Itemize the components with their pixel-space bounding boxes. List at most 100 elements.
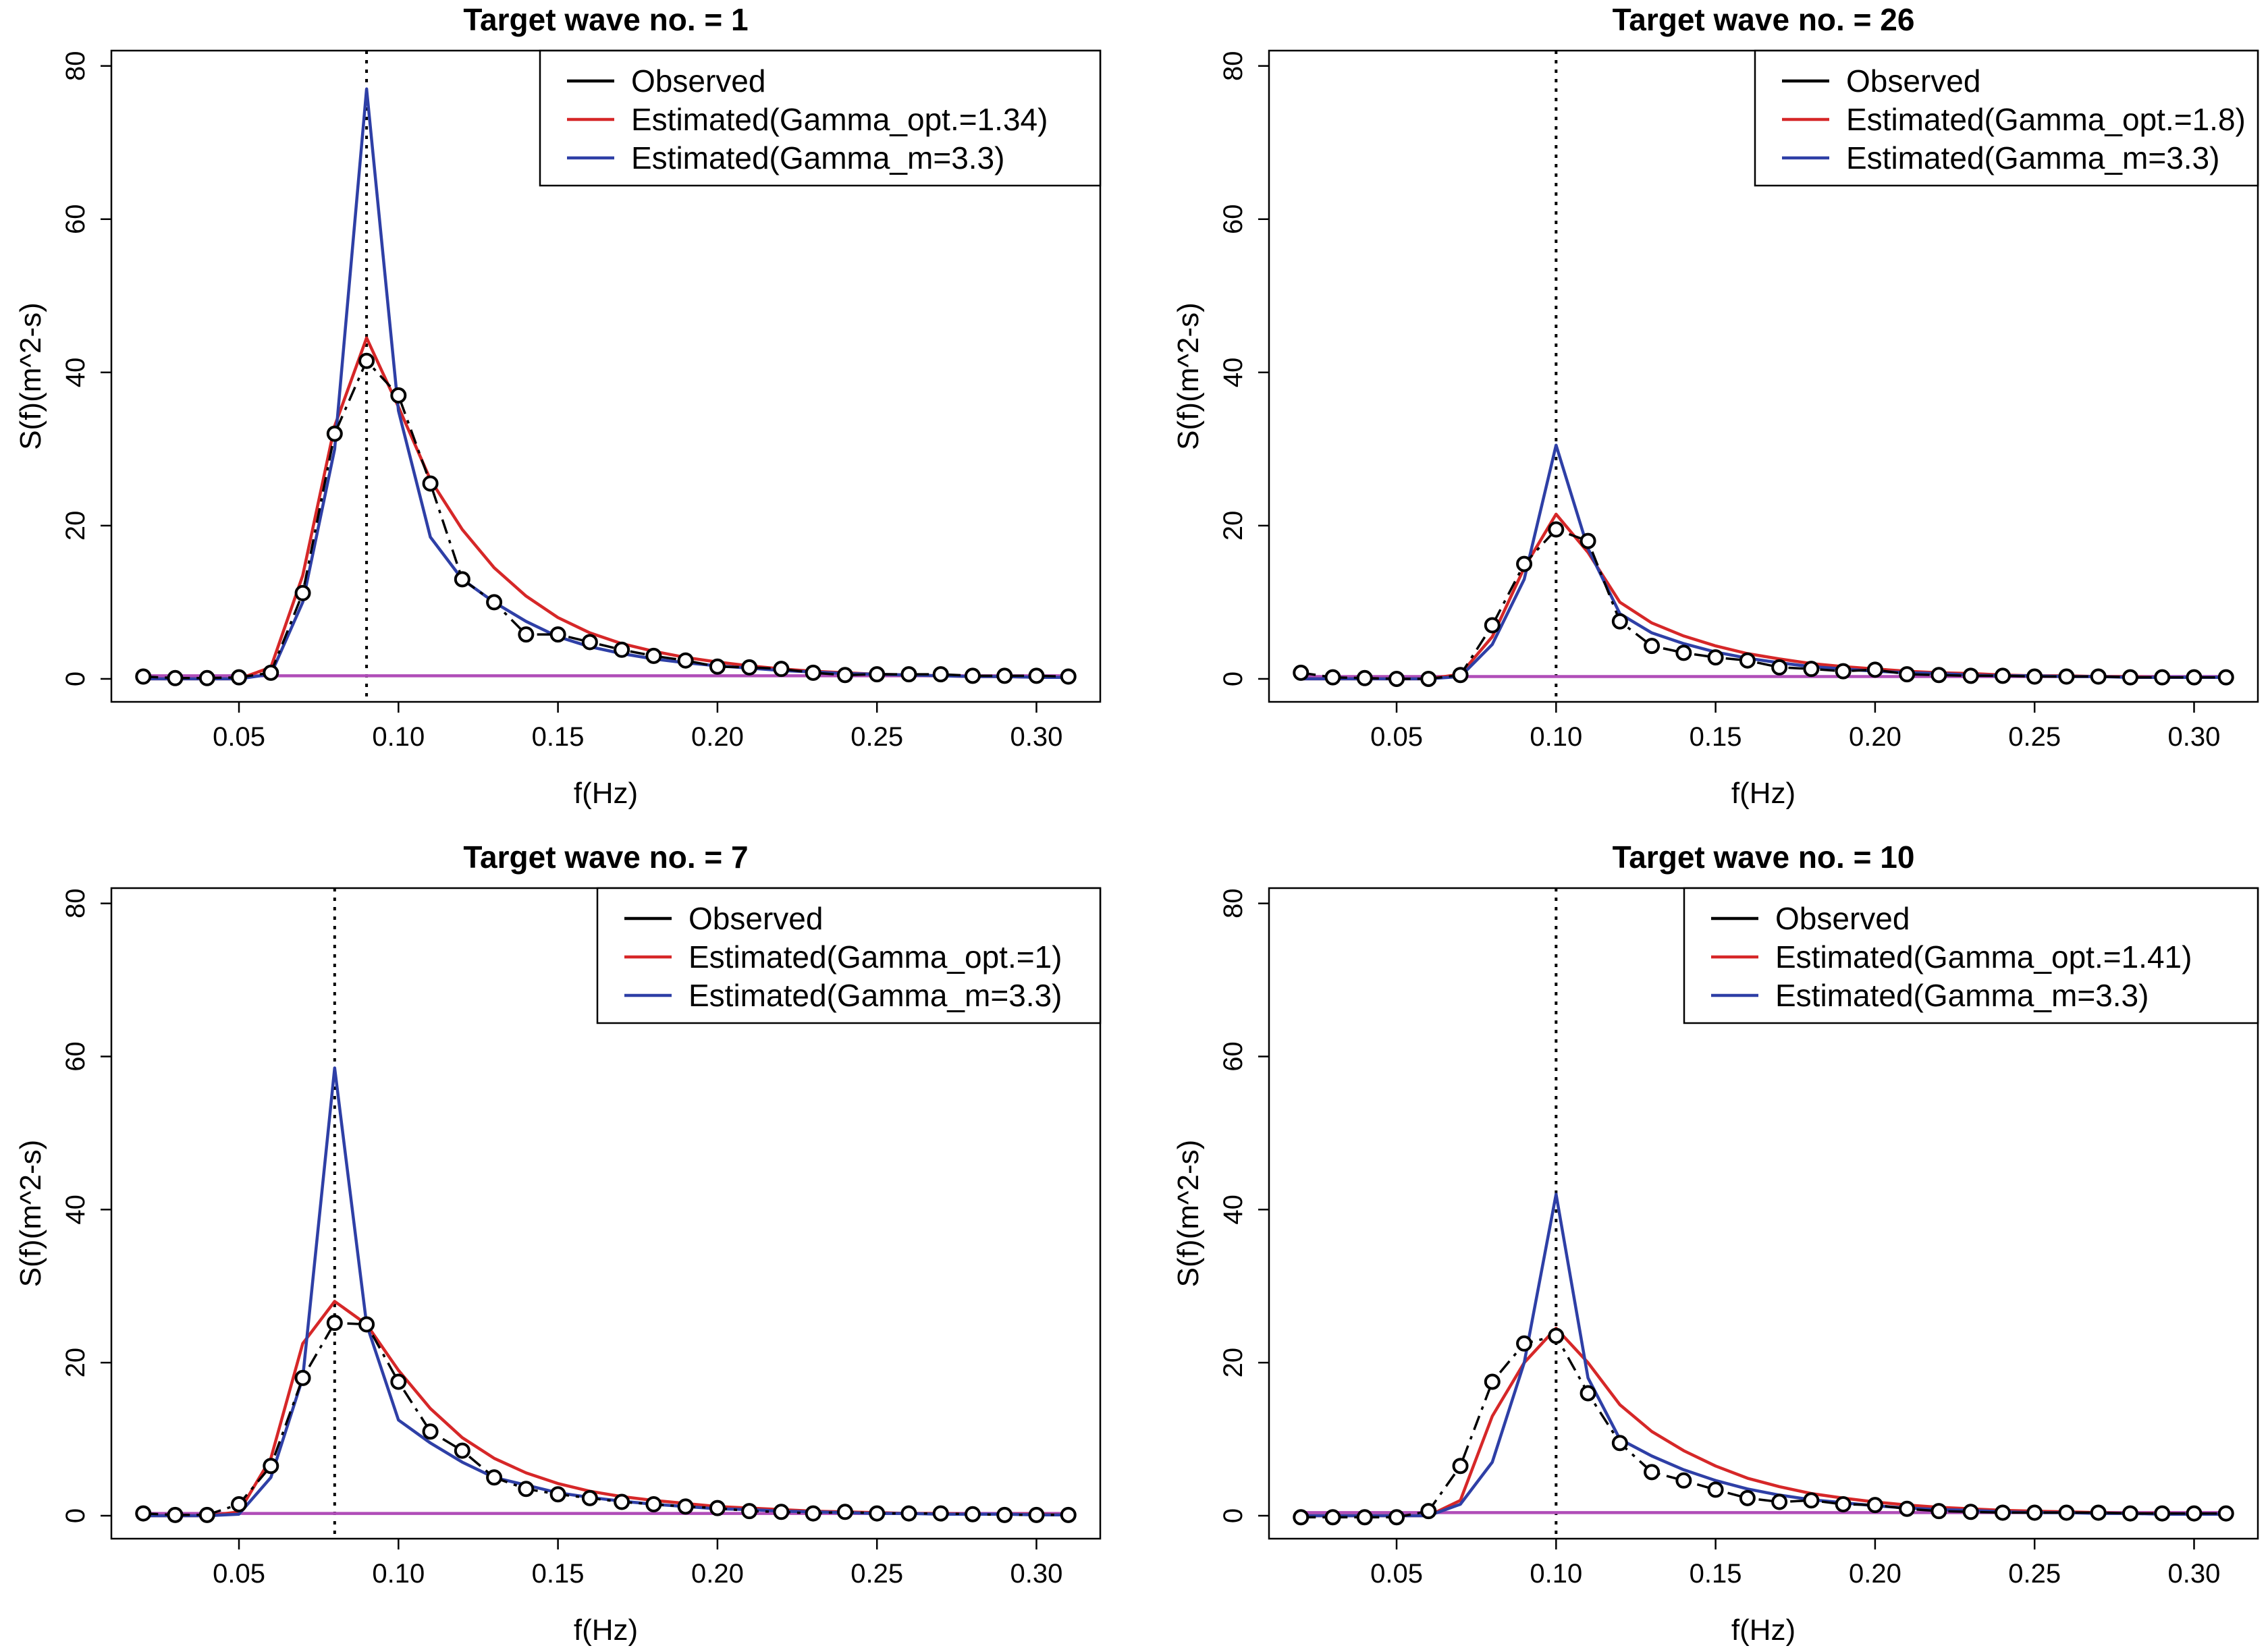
series-line-estimated-gamma-opt-1-34-	[143, 336, 1069, 681]
y-tick-label: 0	[1218, 1508, 1248, 1523]
observed-point	[996, 667, 1013, 684]
x-tick-label: 0.25	[2008, 722, 2061, 752]
x-axis-label: f(Hz)	[574, 1614, 638, 1647]
observed-point	[1548, 1327, 1565, 1344]
y-tick-label: 20	[61, 511, 90, 541]
observed-point	[1994, 1504, 2011, 1521]
y-axis-label: S(f)(m^2-s)	[14, 302, 47, 450]
observed-point	[454, 1442, 470, 1459]
observed-point	[709, 658, 726, 675]
series-line-estimated-gamma-opt-1-41-	[1301, 1326, 2226, 1518]
plot-area	[1293, 888, 2234, 1539]
x-axis-label: f(Hz)	[1731, 1614, 1796, 1647]
y-tick-label: 80	[61, 51, 90, 81]
x-axis-label: f(Hz)	[574, 777, 638, 810]
legend-box	[1683, 887, 2259, 1024]
observed-point	[549, 626, 566, 643]
legend-label: Estimated(Gamma_opt.=1.34)	[631, 102, 1048, 137]
y-tick-label: 40	[1218, 1194, 1248, 1225]
observed-point	[1356, 1509, 1373, 1526]
x-tick-label: 0.15	[1690, 1559, 1742, 1589]
legend-label: Observed	[1775, 901, 1910, 936]
observed-point	[614, 641, 630, 658]
observed-point	[2058, 668, 2075, 685]
legend: ObservedEstimated(Gamma_opt.=1.34)Estima…	[539, 49, 1102, 187]
chart-panel-1: Target wave no. = 1 0.05 0.10 0.15 0.20 0.25 0…	[14, 2, 1102, 810]
observed-point	[263, 664, 279, 681]
observed-point	[964, 667, 981, 684]
observed-point	[677, 1498, 694, 1515]
observed-point	[2122, 669, 2138, 686]
observed-point	[486, 1469, 503, 1486]
x-tick-label: 0.20	[1849, 722, 1901, 752]
y-tick-label: 60	[61, 204, 90, 235]
x-tick-label: 0.30	[1010, 1559, 1063, 1589]
observed-point	[1420, 1503, 1437, 1520]
y-tick-label: 80	[1218, 51, 1248, 81]
observed-point	[1324, 1509, 1341, 1526]
legend-box	[596, 887, 1102, 1024]
observed-point	[358, 1316, 375, 1333]
y-tick-label: 0	[61, 1508, 90, 1523]
y-tick-label: 0	[61, 671, 90, 686]
x-tick-label: 0.25	[850, 1559, 903, 1589]
observed-point	[581, 1489, 598, 1506]
observed-point	[1962, 1504, 1979, 1520]
x-tick-label: 0.05	[213, 722, 265, 752]
observed-point	[2026, 1504, 2043, 1521]
legend-label: Estimated(Gamma_m=3.3)	[1846, 140, 2219, 175]
observed-point	[645, 647, 662, 664]
y-axis-label: S(f)(m^2-s)	[1172, 1140, 1205, 1288]
observed-point	[773, 661, 790, 678]
y-tick-label: 0	[1218, 671, 1248, 686]
observed-point	[645, 1495, 662, 1512]
y-tick-label: 20	[1218, 511, 1248, 541]
observed-point	[1707, 649, 1724, 666]
observed-point	[2058, 1504, 2075, 1521]
observed-point	[1484, 1373, 1501, 1390]
observed-point	[1835, 1495, 1852, 1512]
observed-point	[422, 475, 439, 492]
observed-point	[1324, 669, 1341, 686]
observed-point	[1060, 1506, 1077, 1523]
observed-point	[869, 666, 886, 683]
observed-point	[1452, 667, 1469, 684]
observed-point	[773, 1504, 790, 1520]
observed-point	[2186, 669, 2203, 686]
series-line-estimated-gamma-m-3-3-	[1301, 1192, 2226, 1518]
y-tick-label: 80	[1218, 888, 1248, 918]
observed-point	[1803, 661, 1820, 678]
observed-point	[1644, 1464, 1660, 1481]
x-tick-label: 0.05	[213, 1559, 265, 1589]
observed-point	[2090, 1504, 2107, 1521]
x-tick-label: 0.05	[1370, 1559, 1423, 1589]
y-tick-label: 20	[1218, 1348, 1248, 1378]
observed-point	[454, 571, 470, 588]
observed-point	[741, 659, 758, 676]
chart-panel-2: Target wave no. = 26 0.05 0.10 0.15 0.20 0.25…	[1172, 2, 2259, 810]
y-tick-label: 60	[1218, 204, 1248, 235]
x-tick-label: 0.30	[2168, 722, 2221, 752]
observed-point	[932, 666, 949, 683]
observed-point	[1899, 1500, 1916, 1517]
observed-point	[1931, 667, 1947, 684]
observed-point	[2154, 669, 2171, 686]
chart-panel-3: Target wave no. = 7 0.05 0.10 0.15 0.20 0.25 0…	[14, 840, 1102, 1647]
y-tick-label: 40	[61, 1194, 90, 1225]
legend-box	[1754, 49, 2259, 187]
x-tick-label: 0.20	[691, 722, 744, 752]
observed-point	[1611, 1435, 1628, 1452]
observed-point	[2186, 1505, 2203, 1522]
observed-point	[135, 1505, 152, 1522]
x-axis-label: f(Hz)	[1731, 777, 1796, 810]
observed-point	[1580, 1385, 1596, 1402]
observed-point	[1771, 659, 1788, 676]
y-tick-label: 40	[1218, 358, 1248, 388]
observed-point	[805, 1505, 821, 1522]
x-tick-label: 0.15	[532, 1559, 585, 1589]
observed-point	[709, 1500, 726, 1516]
x-tick-label: 0.15	[1690, 722, 1742, 752]
legend-box	[539, 49, 1102, 187]
x-tick-label: 0.20	[691, 1559, 744, 1589]
observed-point	[1866, 1497, 1883, 1514]
